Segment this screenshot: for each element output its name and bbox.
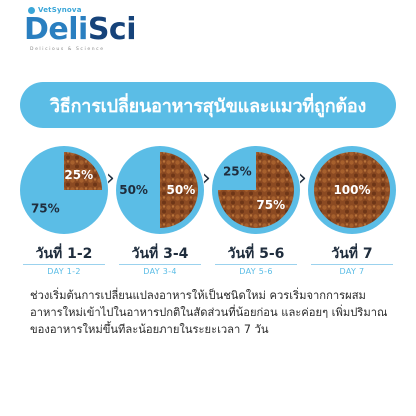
description-text: ช่วงเริ่มต้นการเปลี่ยนแปลงอาหารให้เป็นชน… [30,289,388,336]
brand-name-part1: Deli [24,12,88,47]
old-food-percent-label: 75% [31,202,60,216]
stage-day-en: DAY 3-4 [143,267,177,276]
new-food-slice [314,152,390,228]
new-food-percent-label: 100% [333,183,370,197]
mix-pie-chart: 75% 25% [212,146,300,234]
stage-day-th: วันที่ 1-2 [35,246,93,262]
stage-divider [119,264,201,265]
chevron-right-icon: › [202,166,211,191]
old-food-percent-label: 50% [119,183,148,197]
stage-day-5-6: 75% 25% วันที่ 5-6 DAY 5-6 [208,142,304,277]
mix-pie-chart: 100% [308,146,396,234]
new-food-percent-label: 75% [256,198,285,212]
brand-name-part2: Sci [87,12,137,47]
mix-pie-chart: 50% 50% [116,146,204,234]
new-food-slice [218,152,294,228]
chevron-right-icon: › [298,166,307,191]
stage-day-7: 100% วันที่ 7 DAY 7 [304,142,400,277]
stage-day-en: DAY 5-6 [239,267,273,276]
title-banner: วิธีการเปลี่ยนอาหารสุนัขและแมวที่ถูกต้อง [20,82,396,128]
brand-tagline: Delicious & Science [30,47,105,52]
stage-divider [23,264,105,265]
old-food-percent-label: 25% [223,164,252,178]
new-food-slice [64,152,102,190]
stage-day-th: วันที่ 3-4 [131,246,189,262]
stage-day-th: วันที่ 5-6 [227,246,285,262]
stage-day-en: DAY 7 [339,267,365,276]
brand-name: DeliSci [24,12,137,48]
brand-sub: VetSynova [38,6,82,14]
stage-day-th: วันที่ 7 [331,246,373,262]
stage-divider [215,264,297,265]
new-food-slice [160,152,198,228]
banner-title: วิธีการเปลี่ยนอาหารสุนัขและแมวที่ถูกต้อง [49,95,367,117]
new-food-percent-label: 25% [64,168,93,182]
chevron-right-icon: › [106,166,115,191]
stage-day-1-2: 25% 75% วันที่ 1-2 DAY 1-2 [16,142,112,277]
new-food-percent-label: 50% [167,183,196,197]
stage-divider [311,264,393,265]
mix-pie-chart: 25% 75% [20,146,108,234]
brand-logo: VetSynova DeliSci Delicious & Science [10,6,160,54]
stage-day-en: DAY 1-2 [47,267,81,276]
vetsynova-mark-icon [28,7,35,14]
stage-day-3-4: 50% 50% วันที่ 3-4 DAY 3-4 [112,142,208,277]
